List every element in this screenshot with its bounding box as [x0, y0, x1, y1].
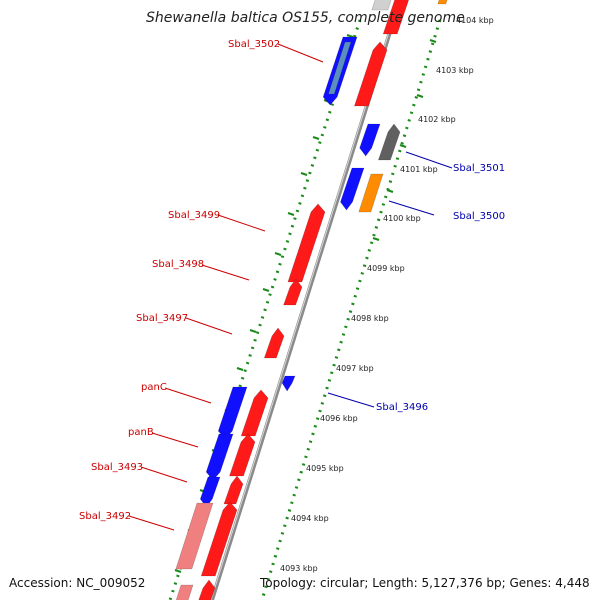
gene-label: Sbal_3501	[453, 163, 505, 174]
ruler-dash	[274, 252, 282, 256]
gene-label: Sbal_3502	[228, 39, 280, 50]
gene-label: Sbal_3497	[136, 313, 188, 324]
accession-text: Accession: NC_009052	[9, 576, 145, 590]
leader-line	[185, 317, 233, 335]
tick-label: 4101 kbp	[400, 165, 438, 174]
leader-line	[217, 214, 266, 232]
gene-label: Sbal_3499	[168, 210, 220, 221]
tick-label: 4103 kbp	[436, 66, 474, 75]
ruler-dash	[429, 39, 437, 43]
leader-line	[405, 151, 453, 169]
tick-label: 4104 kbp	[456, 16, 494, 25]
gene-arrow	[358, 173, 384, 213]
gene-label: Sbal_3496	[376, 402, 428, 413]
leader-line	[164, 387, 212, 404]
tick-label: 4100 kbp	[383, 214, 421, 223]
ruler-dash	[399, 144, 407, 148]
gene-arrow	[377, 123, 401, 161]
tick-label: 4096 kbp	[320, 414, 358, 423]
leader-line	[140, 466, 188, 483]
tick-label: 4102 kbp	[418, 115, 456, 124]
gene-arrow-sbal-3492	[175, 502, 214, 570]
ruler-dash	[174, 569, 182, 573]
gene-arrow	[371, 0, 392, 11]
tick-label: 4093 kbp	[280, 564, 318, 573]
gene-arrow-sbal-3497	[263, 327, 285, 359]
gene-arrow-sbal-3493	[199, 476, 221, 508]
gene-arrow	[327, 41, 352, 95]
gene-arrow	[437, 0, 448, 5]
gene-arrow	[198, 579, 216, 600]
ruler-dash	[346, 34, 354, 38]
leader-line	[388, 200, 435, 216]
gene-arrow-sbal-3498	[283, 278, 303, 306]
tick-label: 4094 kbp	[291, 514, 329, 523]
leader-line	[327, 392, 375, 408]
leader-line	[128, 515, 175, 531]
gene-arrow	[382, 0, 409, 35]
gene-label: Sbal_3500	[453, 211, 505, 222]
tick-label: 4095 kbp	[306, 464, 344, 473]
leader-line	[277, 43, 324, 63]
ruler-ticks: 4104 kbp 4103 kbp 4102 kbp 4101 kbp 4100 kbp…	[174, 16, 494, 573]
gene-label: Sbal_3498	[152, 259, 204, 270]
map-title: Shewanella baltica OS155, complete genom…	[146, 10, 465, 26]
gene-label: panB	[128, 427, 154, 438]
ruler-dash	[249, 329, 257, 333]
tick-label: 4097 kbp	[336, 364, 374, 373]
gene-arrow	[354, 41, 388, 107]
ruler-dash	[416, 94, 424, 98]
gene-arrow-sbal-3496	[281, 375, 296, 392]
topology-text: Topology: circular; Length: 5,127,376 bp…	[259, 576, 590, 590]
ruler-dash	[312, 136, 320, 140]
gene-arrow	[200, 501, 238, 577]
gene-arrow	[229, 433, 256, 477]
gene-arrow	[175, 584, 194, 600]
gene-label: Sbal_3493	[91, 462, 143, 473]
gene-features	[175, 0, 448, 600]
ruler-dash	[287, 212, 295, 216]
leader-line	[151, 432, 199, 448]
tick-label: 4099 kbp	[367, 264, 405, 273]
outer-ruler-right	[260, 19, 442, 600]
gene-arrow-panb	[205, 433, 234, 481]
tick-label: 4098 kbp	[351, 314, 389, 323]
outer-ruler-left	[168, 19, 362, 600]
gene-labels: Sbal_3502 Sbal_3501 Sbal_3500 Sbal_3499 Sbal…	[79, 39, 505, 531]
gene-arrow	[223, 475, 244, 505]
ruler-dash	[300, 172, 308, 176]
gene-label: panC	[141, 382, 167, 393]
leader-line	[201, 264, 250, 281]
ruler-dash	[372, 237, 380, 241]
gene-arrow-sbal-3501	[359, 123, 381, 157]
gene-arrow-sbal-3500	[340, 167, 365, 211]
ruler-dash	[262, 288, 270, 292]
gene-label: Sbal_3492	[79, 511, 131, 522]
ruler-dash	[386, 189, 394, 193]
ruler-dash	[236, 367, 244, 371]
